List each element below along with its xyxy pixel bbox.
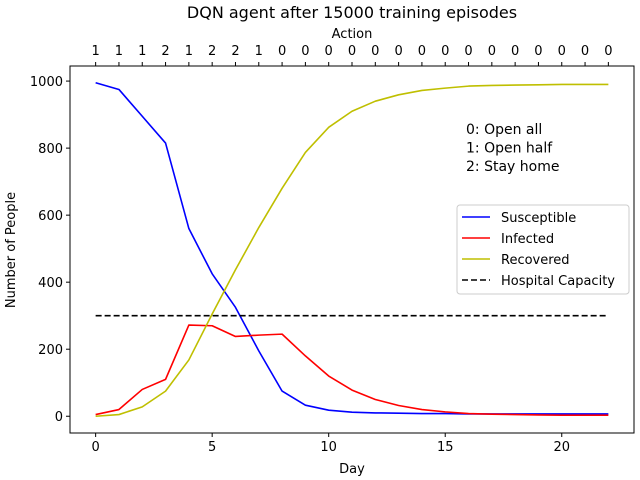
top-action-label: 0 — [604, 44, 612, 59]
top-action-label: 1 — [138, 44, 146, 59]
top-action-label: 0 — [278, 44, 286, 59]
plot-frame — [69, 65, 635, 434]
x-tick-label: 5 — [208, 440, 216, 455]
legend-label: Recovered — [501, 253, 570, 268]
top-action-label: 2 — [208, 44, 216, 59]
x-axis-ticks: 0 5 10 15 20 — [91, 433, 570, 455]
x-tick-label: 15 — [437, 440, 454, 455]
top-action-label: 1 — [91, 44, 99, 59]
y-tick-label: 0 — [55, 410, 63, 425]
annotation-line: 2: Stay home — [466, 159, 559, 175]
top-action-label: 0 — [325, 44, 333, 59]
top-action-label: 0 — [511, 44, 519, 59]
legend-label: Hospital Capacity — [501, 274, 615, 289]
x-tick-label: 0 — [91, 440, 99, 455]
action-legend-annotation: 0: Open all 1: Open half 2: Stay home — [466, 122, 559, 175]
chart-title: DQN agent after 15000 training episodes — [187, 3, 517, 22]
series-line-infected — [95, 324, 609, 417]
legend-label: Infected — [501, 232, 554, 247]
top-action-label: 0 — [394, 44, 402, 59]
legend: Susceptible Infected Recovered Hospital Cap… — [456, 204, 630, 295]
top-action-label: 0 — [534, 44, 542, 59]
top-action-label: 0 — [371, 44, 379, 59]
y-axis-label: Number of People — [4, 192, 19, 308]
y-tick-label: 1000 — [30, 75, 63, 90]
top-action-label: 0 — [441, 44, 449, 59]
top-action-label: 2 — [161, 44, 169, 59]
legend-box — [456, 204, 630, 295]
top-action-label: 0 — [418, 44, 426, 59]
y-tick-label: 600 — [38, 209, 63, 224]
x-tick-label: 10 — [320, 440, 337, 455]
top-action-label: 0 — [558, 44, 566, 59]
top-action-label: 0 — [348, 44, 356, 59]
series-line-recovered — [95, 83, 609, 418]
y-tick-label: 800 — [38, 142, 63, 157]
top-action-label: 0 — [488, 44, 496, 59]
top-action-label: 1 — [255, 44, 263, 59]
y-axis-ticks: 0 200 400 600 800 1000 — [30, 75, 70, 425]
top-axis-label: Action — [332, 27, 373, 42]
top-action-label: 0 — [581, 44, 589, 59]
y-tick-label: 200 — [38, 343, 63, 358]
annotation-line: 1: Open half — [466, 141, 553, 157]
y-tick-label: 400 — [38, 276, 63, 291]
top-action-label: 0 — [301, 44, 309, 59]
annotation-line: 0: Open all — [466, 122, 542, 138]
top-action-label: 1 — [185, 44, 193, 59]
x-axis-label: Day — [339, 462, 365, 477]
legend-label: Susceptible — [501, 211, 576, 226]
x-tick-label: 20 — [553, 440, 570, 455]
top-action-label: 1 — [115, 44, 123, 59]
series-lines — [95, 81, 609, 418]
top-action-label: 2 — [231, 44, 239, 59]
top-action-label: 0 — [464, 44, 472, 59]
